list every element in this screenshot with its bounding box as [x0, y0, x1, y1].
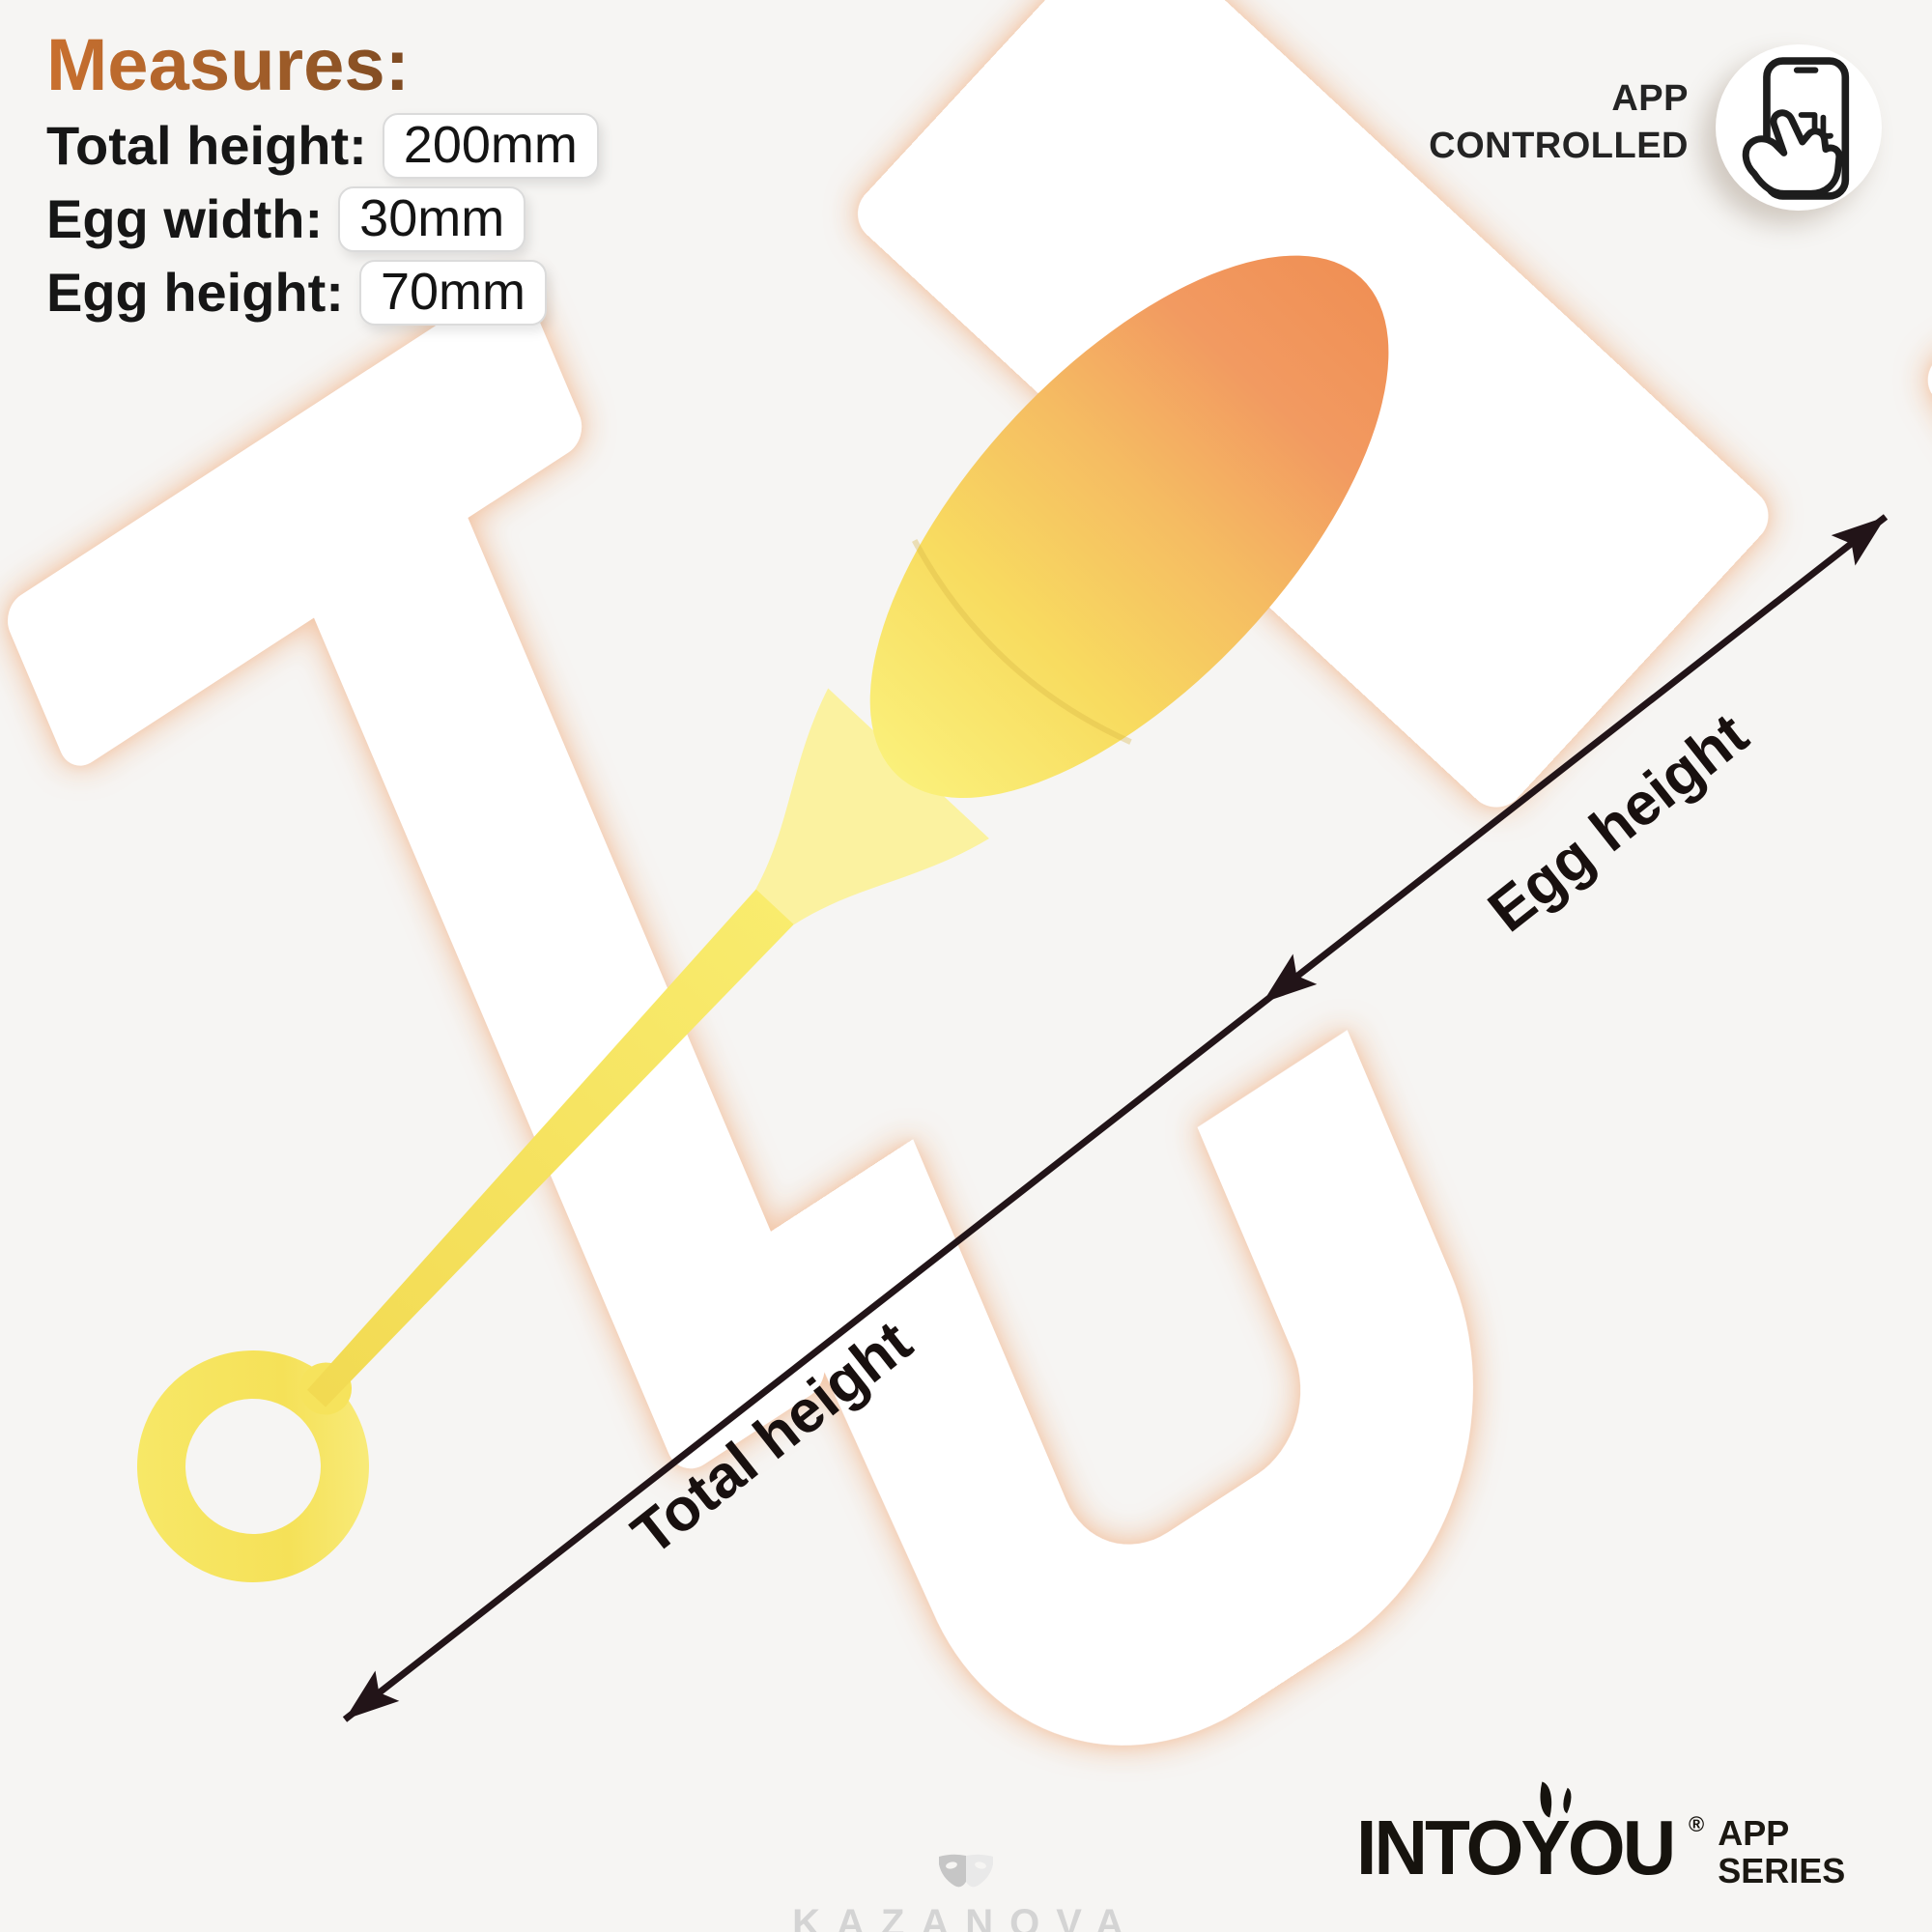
measures-panel: Measures: Total height: 200mm Egg width:… — [46, 27, 599, 326]
store-name-text: KAZANOVA — [792, 1902, 1140, 1932]
stem-collar — [755, 688, 989, 925]
arrowhead-bottom — [345, 1670, 400, 1719]
brand-series-text: APP SERIES — [1718, 1814, 1845, 1889]
product-image — [137, 255, 1389, 1582]
brand-logo: INTOYOU ® APP SERIES — [1356, 1781, 1845, 1891]
phone-tap-icon — [1742, 57, 1850, 200]
measure-value-pill: 30mm — [338, 185, 526, 252]
measure-value-pill: 70mm — [358, 259, 547, 326]
measure-row-egg-height: Egg height: 70mm — [46, 259, 599, 326]
app-controlled-line2: CONTROLLED — [1429, 126, 1689, 166]
store-watermark: KAZANOVA — [0, 1853, 1932, 1932]
watermark-bar-descender — [305, 488, 826, 1469]
arrowhead-top — [1831, 517, 1886, 566]
measure-row-egg-width: Egg width: 30mm — [46, 185, 599, 252]
app-controlled-text: APP CONTROLLED — [1429, 75, 1689, 170]
silicone-stem — [306, 879, 804, 1407]
measure-value-pill: 200mm — [382, 112, 599, 179]
series-line1: APP — [1718, 1813, 1790, 1853]
measure-label: Egg width: — [46, 188, 324, 250]
brand-name-text: INTOYOU — [1356, 1804, 1676, 1890]
watermark-u-shape — [763, 1030, 1473, 1746]
dimension-line — [342, 514, 1889, 1722]
measure-label: Total height: — [46, 115, 367, 177]
egg-body — [869, 255, 1389, 798]
measure-row-total-height: Total height: 200mm — [46, 112, 599, 179]
registered-mark: ® — [1689, 1812, 1705, 1836]
app-controlled-line1: APP — [1611, 78, 1689, 119]
series-line2: SERIES — [1718, 1851, 1846, 1890]
brand-wordmark: INTOYOU — [1356, 1781, 1676, 1891]
watermark-bar-top — [7, 281, 582, 766]
theater-mask-icon — [939, 1854, 993, 1888]
watermark-edge-bar — [1927, 298, 1932, 946]
arrowhead-egg-bottom — [1263, 953, 1318, 1003]
tapping-hand-icon — [1742, 109, 1843, 197]
measure-label: Egg height: — [46, 262, 344, 324]
egg-seam — [912, 539, 1132, 745]
measures-title: Measures: — [46, 27, 599, 104]
app-controlled-badge — [1716, 44, 1882, 211]
phone-notch — [1793, 67, 1819, 73]
